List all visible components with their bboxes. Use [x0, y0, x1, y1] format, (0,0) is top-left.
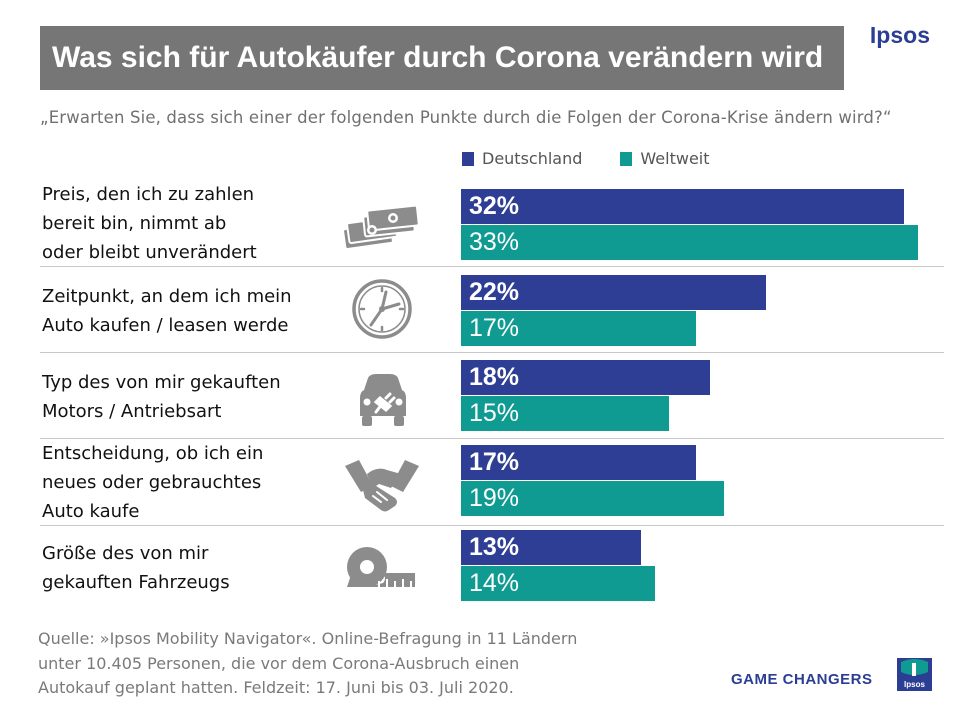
row-divider — [40, 438, 944, 439]
handshake-icon — [345, 460, 419, 512]
survey-question: „Erwarten Sie, dass sich einer der folge… — [40, 108, 892, 127]
legend-swatch-deutschland — [462, 151, 474, 166]
bar-value-label: 32% — [469, 192, 520, 220]
car-plug-icon — [360, 374, 406, 426]
legend-item-weltweit: Weltweit — [620, 149, 710, 168]
bar-value-label: 19% — [469, 484, 520, 512]
bar-deutschland-neu-gebraucht: 17% — [461, 445, 696, 480]
bar-weltweit-zeitpunkt: 17% — [461, 311, 696, 346]
clock-icon — [352, 279, 412, 339]
legend-label-weltweit: Weltweit — [640, 149, 710, 168]
bar-value-label: 17% — [469, 448, 520, 476]
ipsos-logo-mark-icon — [901, 659, 928, 676]
row-divider — [40, 352, 944, 353]
bar-weltweit-groesse: 14% — [461, 566, 655, 601]
category-label: Größe des von mir gekauften Fahrzeugs — [42, 543, 230, 593]
bar-value-label: 15% — [469, 399, 520, 427]
money-icon — [342, 204, 420, 250]
bar-weltweit-motor: 15% — [461, 396, 669, 431]
bar-value-label: 22% — [469, 278, 520, 306]
row-divider — [40, 266, 944, 267]
bar-value-label: 13% — [469, 533, 520, 561]
category-label: Entscheidung, ob ich ein neues oder gebr… — [42, 443, 264, 522]
category-label: Zeitpunkt, an dem ich mein Auto kaufen /… — [42, 286, 292, 336]
logo-text: Ipsos — [904, 680, 925, 689]
bar-weltweit-neu-gebraucht: 19% — [461, 481, 724, 516]
ipsos-brand: Ipsos — [869, 22, 930, 48]
row-divider — [40, 525, 944, 526]
tape-measure-icon — [347, 547, 415, 587]
bar-deutschland-motor: 18% — [461, 360, 710, 395]
bar-value-label: 18% — [469, 363, 520, 391]
title-banner: Was sich für Autokäufer durch Corona ver… — [40, 26, 844, 90]
source-note: Quelle: »Ipsos Mobility Navigator«. Onli… — [38, 629, 578, 697]
bar-deutschland-preis: 32% — [461, 189, 904, 224]
legend-item-deutschland: Deutschland — [462, 149, 582, 168]
legend-label-deutschland: Deutschland — [482, 149, 583, 168]
ipsos-logo: Ipsos — [897, 658, 932, 691]
legend: Deutschland Weltweit — [462, 149, 710, 168]
bar-value-label: 33% — [469, 228, 520, 256]
bar-value-label: 17% — [469, 314, 520, 342]
legend-swatch-weltweit — [620, 151, 633, 166]
game-changers-tagline: GAME CHANGERS — [731, 671, 873, 688]
chart-title: Was sich für Autokäufer durch Corona ver… — [52, 41, 824, 74]
bar-deutschland-zeitpunkt: 22% — [461, 275, 766, 310]
bar-deutschland-groesse: 13% — [461, 530, 641, 565]
bar-value-label: 14% — [469, 569, 520, 597]
category-label: Typ des von mir gekauften Motors / Antri… — [42, 372, 281, 422]
category-label: Preis, den ich zu zahlen bereit bin, nim… — [42, 184, 257, 263]
bar-weltweit-preis: 33% — [461, 225, 918, 260]
